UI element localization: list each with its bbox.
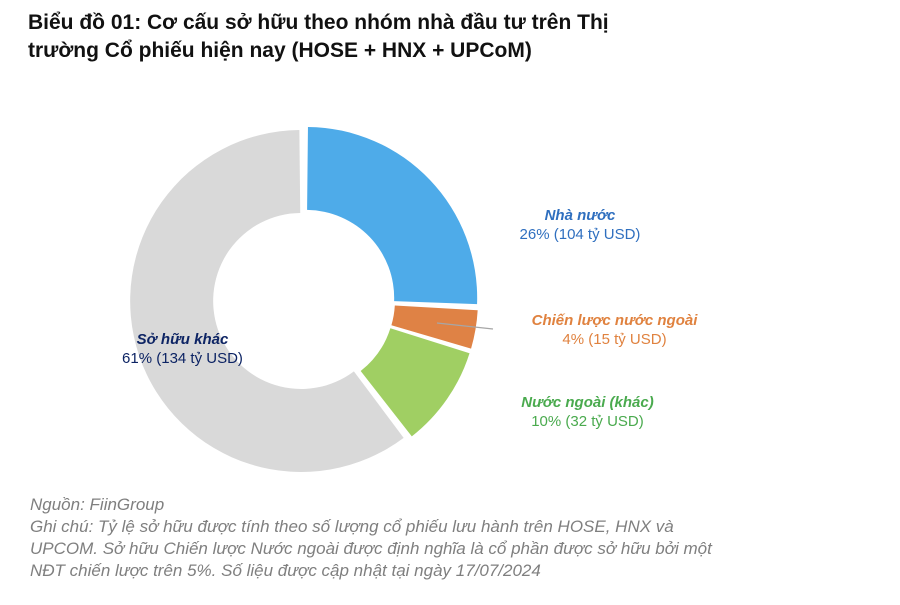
label-value: 10% (32 tỷ USD) <box>531 413 644 430</box>
chart-footer: Nguồn: FiinGroup Ghi chú: Tỷ lệ sở hữu đ… <box>30 494 880 582</box>
slice-foreign-other <box>360 328 470 437</box>
label-name: Sở hữu khác <box>136 331 229 348</box>
leader-line <box>436 322 494 330</box>
label-foreign-other: Nước ngoài (khác) 10% (32 tỷ USD) <box>500 393 675 431</box>
label-value: 61% (134 tỷ USD) <box>122 350 243 367</box>
label-name: Nước ngoài (khác) <box>521 394 654 411</box>
slice-other-ownership <box>130 129 404 472</box>
chart-title: Biểu đồ 01: Cơ cấu sở hữu theo nhóm nhà … <box>28 9 828 65</box>
label-value: 26% (104 tỷ USD) <box>519 226 641 243</box>
label-name: Chiến lược nước ngoài <box>531 312 698 329</box>
source-text: Nguồn: FiinGroup <box>30 495 165 514</box>
label-strategic-foreign: Chiến lược nước ngoài 4% (15 tỷ USD) <box>512 311 717 349</box>
note-line2: UPCOM. Sở hữu Chiến lược Nước ngoài được… <box>30 539 712 558</box>
note-line1: Ghi chú: Tỷ lệ sở hữu được tính theo số … <box>30 517 674 536</box>
label-value: 4% (15 tỷ USD) <box>562 331 667 348</box>
chart-title-line1: Biểu đồ 01: Cơ cấu sở hữu theo nhóm nhà … <box>28 11 609 34</box>
slice-strategic-foreign <box>391 305 478 349</box>
chart-title-line2: trường Cổ phiếu hiện nay (HOSE + HNX + U… <box>28 39 532 62</box>
label-state-owned: Nhà nước 26% (104 tỷ USD) <box>505 206 655 244</box>
label-name: Nhà nước <box>544 207 616 224</box>
label-other-ownership: Sở hữu khác 61% (134 tỷ USD) <box>100 330 265 368</box>
slice-state-owned <box>307 126 478 305</box>
note-line3: NĐT chiến lược trên 5%. Số liệu được cập… <box>30 561 541 580</box>
